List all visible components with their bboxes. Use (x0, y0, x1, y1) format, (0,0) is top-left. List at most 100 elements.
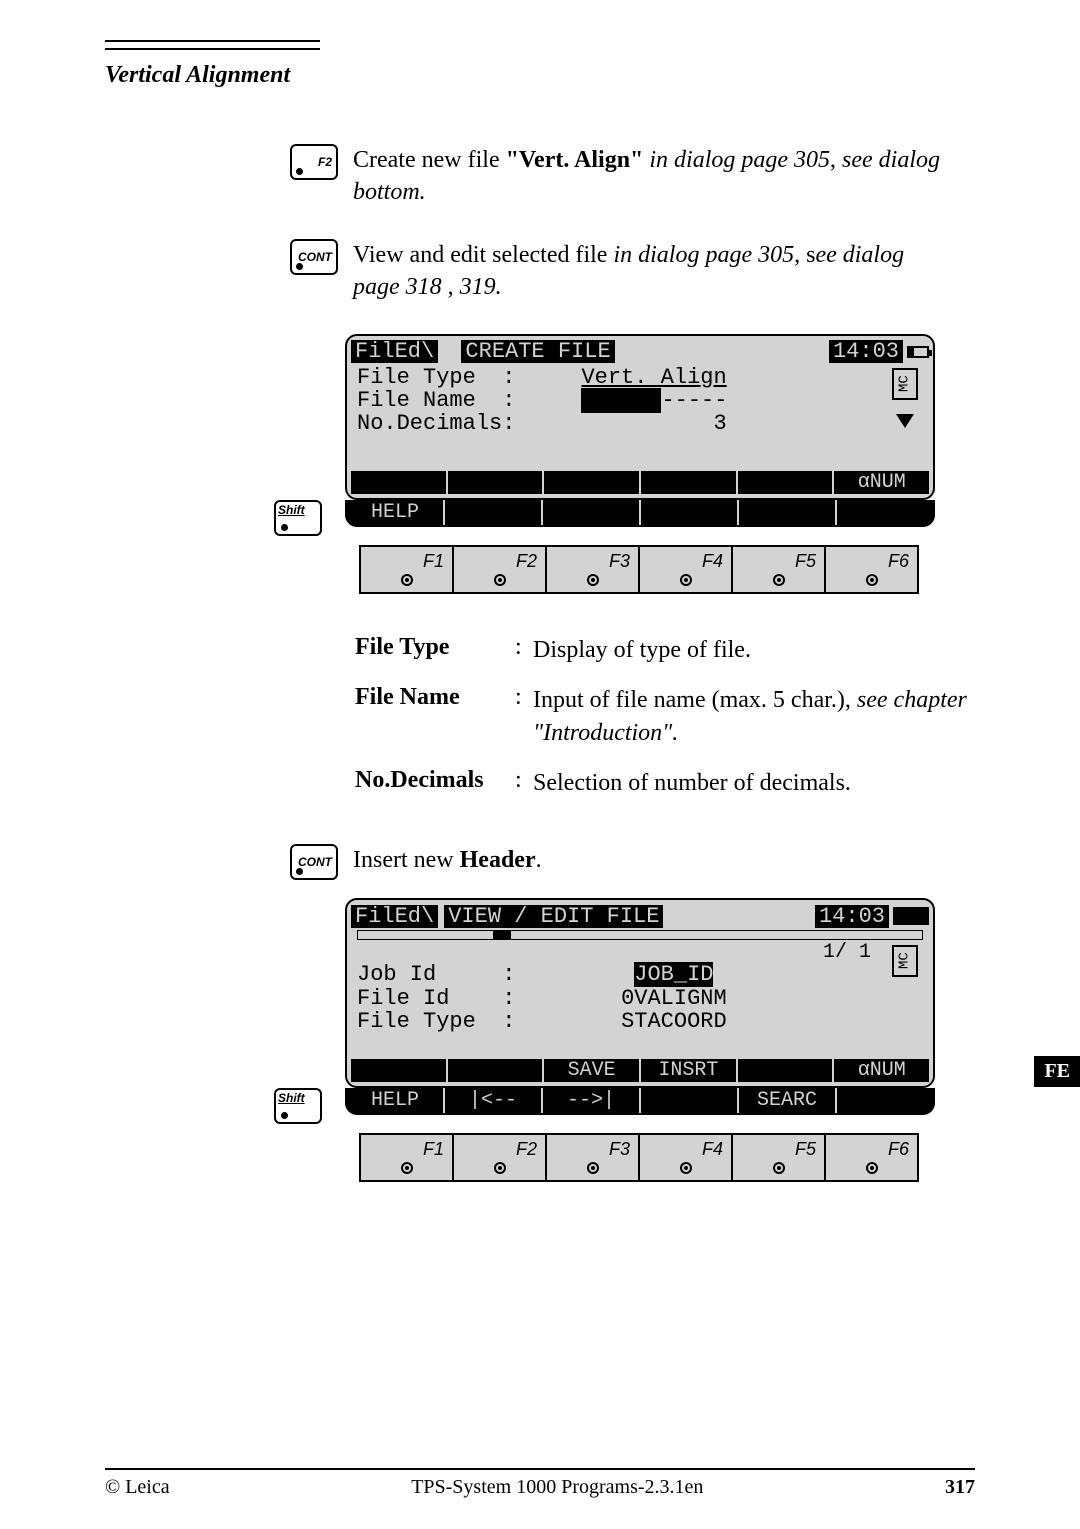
softkey[interactable] (739, 500, 837, 525)
softkey[interactable] (738, 471, 835, 494)
text-bold: Header (460, 847, 536, 873)
key-dot-icon (296, 263, 303, 270)
softkey-save[interactable]: SAVE (544, 1059, 641, 1082)
softkey-prev[interactable]: |<-- (445, 1088, 543, 1113)
field-value-highlight[interactable] (581, 388, 661, 413)
field-label: File Id : (357, 986, 515, 1011)
mc-indicator: MC (892, 945, 918, 977)
fkey-dot-icon (494, 1162, 506, 1174)
mc-indicator: MC (892, 368, 918, 400)
fkey[interactable]: F4 (640, 547, 733, 592)
softkey[interactable] (837, 1088, 933, 1113)
field-row: File Type : Vert. Align (357, 366, 887, 389)
title-path: FilEd\ (351, 905, 438, 928)
fkey[interactable]: F2 (454, 1135, 547, 1180)
softkey-next[interactable]: -->| (543, 1088, 641, 1113)
text: , s (794, 242, 815, 268)
page-indicator: 1/ 1 (351, 942, 929, 963)
softkey-searc[interactable]: SEARC (739, 1088, 837, 1113)
def-desc: Input of file name (max. 5 char.), see c… (533, 684, 975, 749)
rule (105, 40, 320, 42)
softkey[interactable] (641, 1088, 739, 1113)
field-label: File Type : (357, 1009, 515, 1034)
fkey[interactable]: F3 (547, 1135, 640, 1180)
field-value: STACOORD (621, 1009, 727, 1034)
softkey-row-2: HELP |<-- -->| SEARC (345, 1088, 935, 1115)
softkey-row-1: αNUM (351, 471, 929, 494)
softkey[interactable] (738, 1059, 835, 1082)
fkey-label: F6 (826, 1139, 917, 1160)
horizontal-scrollbar[interactable] (357, 930, 923, 940)
instruction-row: F2 Create new file "Vert. Align" in dial… (290, 144, 975, 209)
fkey-label: F3 (547, 1139, 638, 1160)
footer-copyright: © Leica (105, 1476, 170, 1499)
softkey-help[interactable]: HELP (347, 500, 445, 525)
softkey[interactable] (641, 471, 738, 494)
fkey-strip: F1 F2 F3 F4 F5 F6 (359, 1133, 919, 1182)
field-label: File Type : (357, 365, 515, 390)
field-value[interactable]: ----- (661, 388, 727, 413)
lcd-screen-create-file: FilEd\ CREATE FILE 14:03 File Type : Ver… (345, 334, 975, 594)
footer-page-number: 317 (945, 1476, 975, 1499)
field-row: Job Id : JOB_ID (357, 963, 923, 986)
softkey[interactable] (837, 500, 933, 525)
fkey[interactable]: F5 (733, 1135, 826, 1180)
field-value[interactable]: Vert. Align (581, 365, 726, 390)
softkey[interactable] (544, 471, 641, 494)
def-desc: Selection of number of decimals. (533, 767, 975, 799)
softkey-help[interactable]: HELP (347, 1088, 445, 1113)
title-spacer (448, 340, 461, 363)
softkey-anum[interactable]: αNUM (834, 471, 929, 494)
footer-doc-title: TPS-System 1000 Programs-2.3.1en (411, 1476, 703, 1499)
screen-title-bar: FilEd\ CREATE FILE 14:03 (351, 340, 929, 364)
title-time: 14:03 (815, 905, 889, 928)
softkey[interactable] (543, 500, 641, 525)
text: Input of file name (max. 5 char.), (533, 687, 857, 713)
fkey[interactable]: F1 (361, 1135, 454, 1180)
fkey[interactable]: F6 (826, 1135, 917, 1180)
title-path: FilEd\ (351, 340, 438, 363)
scroll-down-icon[interactable] (896, 414, 914, 428)
fkey[interactable]: F6 (826, 547, 917, 592)
fkey-label: F4 (640, 551, 731, 572)
fkey[interactable]: F4 (640, 1135, 733, 1180)
battery-icon (893, 907, 929, 925)
fkey-label: F2 (454, 551, 545, 572)
fkey-dot-icon (773, 1162, 785, 1174)
fkey[interactable]: F3 (547, 547, 640, 592)
fkey-dot-icon (587, 1162, 599, 1174)
rule (105, 48, 320, 50)
fkey-dot-icon (773, 574, 785, 586)
key-dot-icon (281, 1112, 288, 1119)
softkey[interactable] (641, 500, 739, 525)
softkey[interactable] (351, 1059, 448, 1082)
fkey[interactable]: F2 (454, 547, 547, 592)
field-row: File Type : STACOORD (357, 1010, 923, 1033)
softkey[interactable] (445, 500, 543, 525)
fkey-label: F3 (547, 551, 638, 572)
fkey[interactable]: F1 (361, 547, 454, 592)
softkey-anum[interactable]: αNUM (834, 1059, 929, 1082)
key-dot-icon (296, 868, 303, 875)
softkey-insrt[interactable]: INSRT (641, 1059, 738, 1082)
lcd-screen-view-edit: FilEd\ VIEW / EDIT FILE 14:03 1/ 1 Job I… (345, 898, 975, 1181)
softkey[interactable] (448, 1059, 545, 1082)
field-label: File Name : (357, 388, 515, 413)
section-heading: Vertical Alignment (105, 62, 975, 89)
softkey[interactable] (351, 471, 448, 494)
field-row: File Id : 0VALIGNM (357, 987, 923, 1010)
screen-fields: File Type : Vert. Align File Name : ----… (357, 366, 887, 465)
chapter-tab: FE (1034, 1056, 1080, 1087)
softkey[interactable] (448, 471, 545, 494)
text: Create new file (353, 147, 506, 173)
text-italic: in dialog page 305 (613, 242, 794, 268)
field-value-highlight[interactable]: JOB_ID (634, 962, 713, 987)
text: Insert new (353, 847, 460, 873)
colon: : (515, 634, 533, 666)
shift-label: Shift (278, 504, 318, 516)
fkey[interactable]: F5 (733, 547, 826, 592)
softkey-row-1: SAVE INSRT αNUM (351, 1059, 929, 1082)
fkey-label: F1 (361, 551, 452, 572)
field-value[interactable]: 3 (713, 411, 726, 436)
fkey-label: F4 (640, 1139, 731, 1160)
